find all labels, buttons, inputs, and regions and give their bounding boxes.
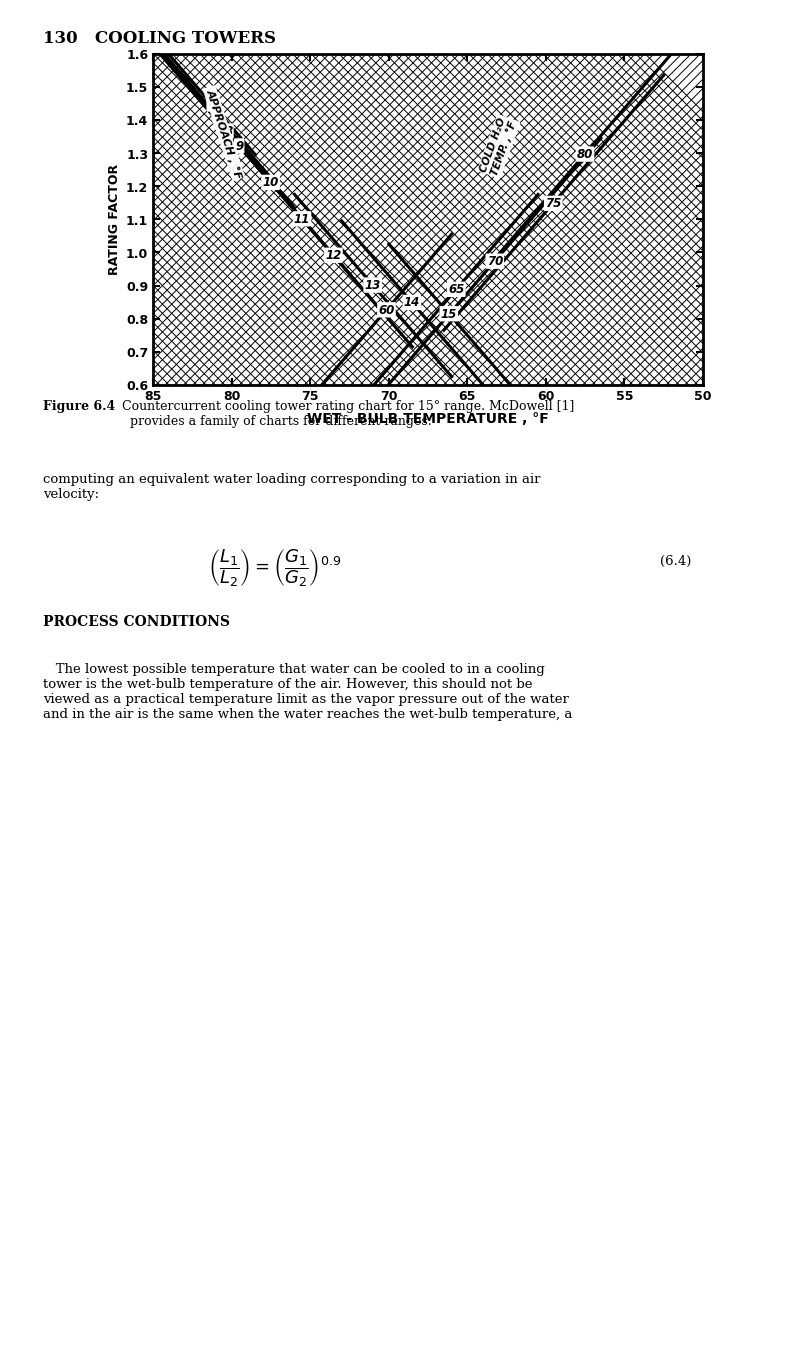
Text: 13: 13 [364,279,381,292]
Text: 12: 12 [325,249,341,262]
Text: 14: 14 [403,296,420,310]
Text: 130   COOLING TOWERS: 130 COOLING TOWERS [43,30,276,47]
Text: 6: 6 [207,99,216,111]
Text: 60: 60 [378,304,394,316]
Text: 70: 70 [487,256,502,268]
X-axis label: WET - BULB TEMPERATURE , °F: WET - BULB TEMPERATURE , °F [307,411,549,426]
Text: computing an equivalent water loading corresponding to a variation in air
veloci: computing an equivalent water loading co… [43,473,540,502]
Text: 80: 80 [576,147,593,161]
Text: 8: 8 [225,124,232,138]
Text: $\left(\dfrac{L_1}{L_2}\right) = \left(\dfrac{G_1}{G_2}\right)^{0.9}$: $\left(\dfrac{L_1}{L_2}\right) = \left(\… [208,548,341,589]
Text: 9: 9 [235,139,243,153]
Text: COLD H₂O
TEMP. , °F: COLD H₂O TEMP. , °F [479,116,518,177]
Text: Countercurrent cooling tower rating chart for 15° range. McDowell [1]
     provi: Countercurrent cooling tower rating char… [110,400,574,429]
Text: 10: 10 [262,176,279,189]
Y-axis label: RATING FACTOR: RATING FACTOR [108,164,122,276]
Text: 11: 11 [294,212,310,226]
Text: 7: 7 [214,110,221,123]
Text: Figure 6.4: Figure 6.4 [43,400,115,414]
Text: (6.4): (6.4) [659,554,691,568]
Text: The lowest possible temperature that water can be cooled to in a cooling
tower i: The lowest possible temperature that wat… [43,662,572,721]
Text: APPROACH , °F: APPROACH , °F [204,88,243,180]
Text: 15: 15 [440,308,457,320]
Text: PROCESS CONDITIONS: PROCESS CONDITIONS [43,615,230,629]
Text: 65: 65 [448,283,464,296]
Text: 75: 75 [545,197,561,211]
